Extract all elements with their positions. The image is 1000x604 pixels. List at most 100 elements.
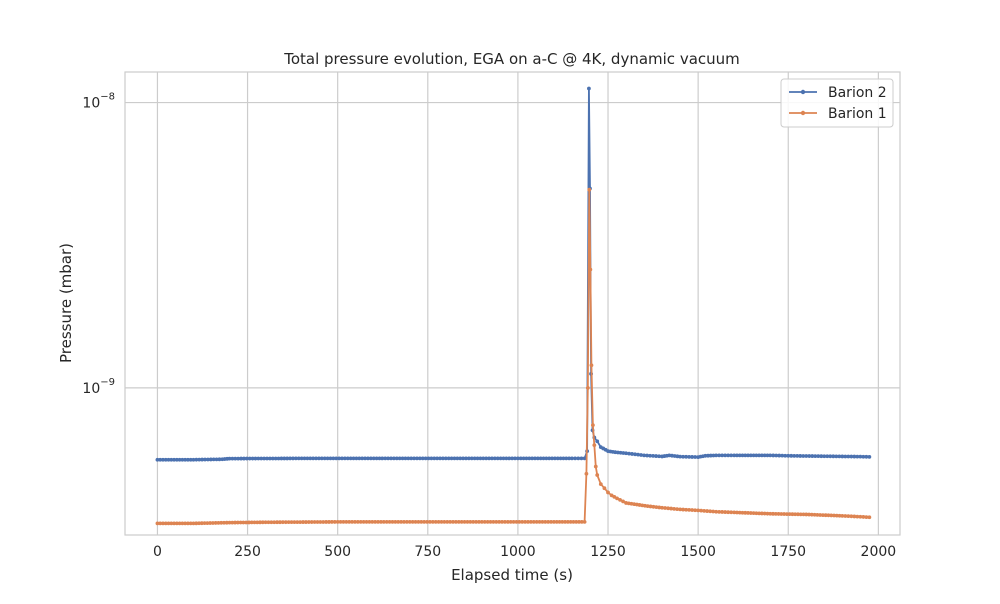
chart-title: Total pressure evolution, EGA on a-C @ 4…: [283, 50, 740, 68]
data-point: [353, 520, 357, 524]
x-tick-label: 750: [414, 544, 441, 560]
data-point: [490, 456, 494, 461]
data-point: [531, 520, 536, 524]
x-tick-label: 500: [324, 544, 351, 560]
data-point: [311, 456, 316, 461]
data-point: [454, 520, 458, 524]
data-point: [400, 456, 405, 461]
data-point: [642, 453, 646, 458]
data-point: [186, 521, 190, 526]
data-point: [410, 520, 415, 524]
data-point: [840, 513, 845, 518]
data-point: [211, 457, 216, 462]
data-point: [782, 512, 786, 516]
data-point: [754, 453, 759, 458]
x-tick-label: 250: [234, 544, 261, 560]
data-point: [840, 454, 845, 459]
data-point: [169, 521, 174, 526]
data-point: [305, 456, 310, 461]
y-tick-label: 10−9: [82, 377, 115, 397]
data-point: [430, 520, 435, 524]
tick-labels: 0 250 500 750 1000 1250 1500 1750 2000 10−9 10−8: [82, 92, 896, 560]
data-point: [501, 456, 506, 461]
data-point: [550, 456, 554, 461]
data-point: [582, 520, 587, 524]
data-point: [495, 456, 500, 461]
x-tick-label: 0: [153, 544, 162, 560]
y-tick-label: 10−8: [82, 92, 115, 112]
data-point: [771, 511, 775, 516]
data-point: [720, 453, 725, 458]
x-tick-label: 1500: [680, 544, 716, 560]
data-point: [507, 456, 512, 461]
data-point: [765, 453, 770, 458]
data-point: [776, 512, 781, 516]
legend: Barion 2 Barion 1: [780, 78, 894, 128]
data-point: [478, 456, 483, 461]
data-point: [443, 456, 448, 461]
data-point: [462, 520, 467, 524]
data-point: [714, 509, 719, 514]
data-point: [461, 456, 466, 461]
data-point: [186, 457, 190, 462]
legend-box: [780, 78, 894, 128]
data-point: [760, 453, 764, 458]
data-point: [565, 520, 570, 524]
data-point: [822, 454, 827, 459]
data-point: [846, 514, 851, 519]
data-point: [687, 454, 692, 459]
data-point: [657, 505, 662, 510]
data-point: [582, 456, 587, 461]
data-point: [282, 456, 287, 461]
data-point: [199, 521, 204, 526]
data-point: [258, 520, 262, 525]
data-point: [404, 520, 409, 524]
data-point: [230, 520, 235, 525]
data-point: [269, 520, 274, 525]
data-point: [779, 512, 784, 516]
data-point: [864, 515, 869, 519]
data-point: [554, 520, 559, 524]
data-point: [576, 456, 581, 461]
data-point: [740, 510, 745, 515]
data-point: [381, 520, 386, 524]
data-point: [837, 513, 842, 518]
data-point: [387, 520, 392, 524]
data-point: [587, 86, 591, 91]
data-point: [393, 520, 398, 524]
data-point: [563, 520, 567, 524]
data-point: [325, 456, 330, 461]
data-point: [412, 456, 416, 461]
data-point: [804, 512, 809, 517]
data-point: [428, 520, 432, 524]
data-point: [826, 513, 831, 518]
data-point: [481, 456, 486, 461]
data-point: [484, 456, 489, 461]
data-point: [720, 510, 725, 514]
data-point: [693, 455, 698, 459]
data-point: [466, 456, 471, 461]
data-point: [615, 496, 619, 501]
data-point: [491, 520, 496, 524]
data-point: [751, 453, 756, 458]
data-point: [743, 453, 748, 458]
data-point: [696, 508, 701, 513]
data-point: [465, 520, 470, 524]
data-point: [270, 456, 275, 461]
x-tick-label: 1750: [770, 544, 806, 560]
data-point: [595, 439, 600, 444]
data-point: [534, 520, 539, 524]
data-point: [482, 520, 487, 524]
data-point: [500, 520, 504, 524]
data-point: [249, 520, 254, 525]
data-point: [789, 453, 794, 458]
data-point: [592, 443, 597, 448]
data-point: [191, 521, 196, 526]
data-point: [561, 456, 566, 461]
data-point: [787, 512, 792, 517]
data-point: [517, 520, 522, 524]
data-point: [172, 457, 176, 462]
data-point: [861, 454, 866, 459]
data-point: [765, 511, 770, 516]
data-point: [445, 520, 450, 524]
